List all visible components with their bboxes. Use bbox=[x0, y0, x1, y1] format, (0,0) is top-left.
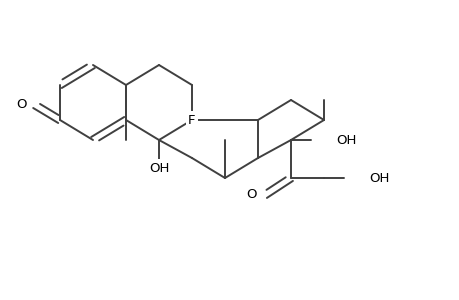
Text: O: O bbox=[17, 98, 27, 112]
Text: OH: OH bbox=[335, 134, 356, 146]
Text: F: F bbox=[188, 113, 196, 127]
Text: OH: OH bbox=[149, 161, 169, 175]
Text: OH: OH bbox=[368, 172, 388, 184]
Text: O: O bbox=[246, 188, 257, 202]
